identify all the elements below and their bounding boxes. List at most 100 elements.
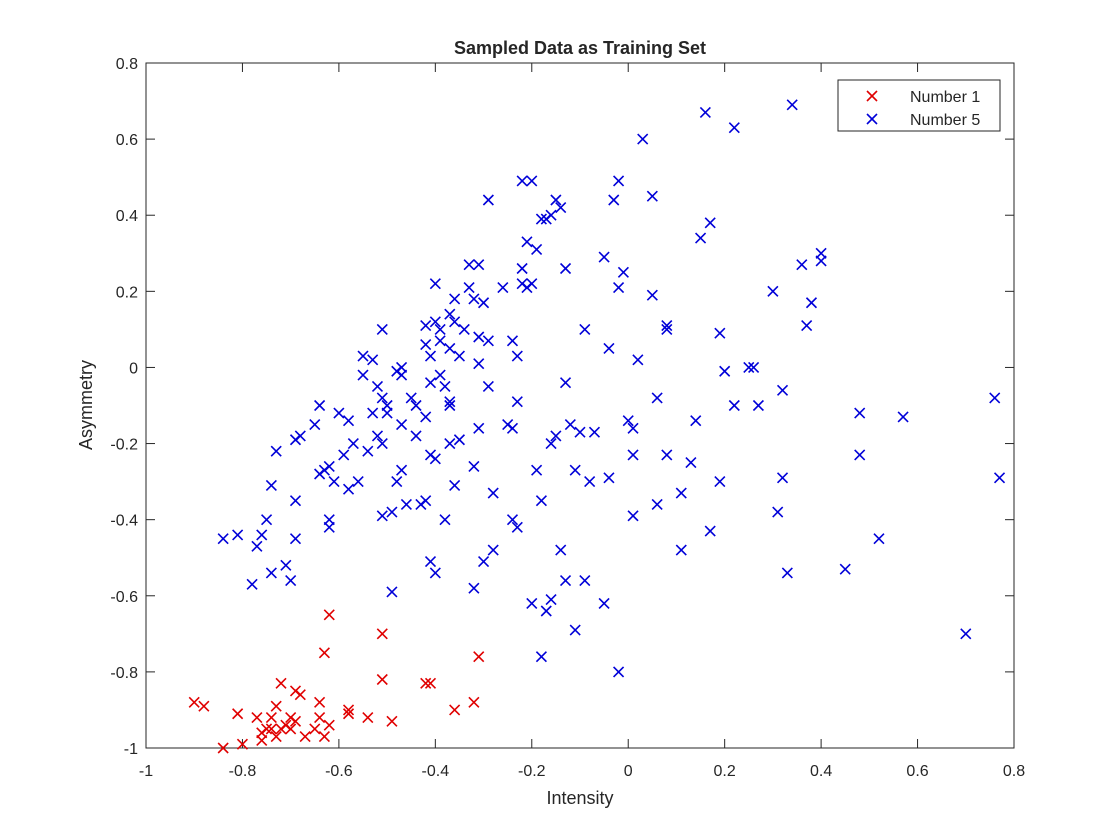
data-point: [246, 578, 258, 590]
data-point: [497, 281, 509, 294]
data-point: [468, 293, 480, 305]
data-point: [429, 567, 441, 579]
data-point: [371, 380, 384, 393]
data-point: [463, 259, 475, 271]
data-point: [318, 731, 330, 743]
data-point: [424, 377, 437, 389]
data-point: [584, 476, 596, 488]
data-point: [535, 213, 547, 225]
data-point: [391, 476, 403, 488]
data-point: [217, 533, 229, 545]
data-point: [458, 323, 470, 335]
data-point: [637, 133, 649, 145]
data-point: [506, 422, 519, 434]
data-point: [299, 731, 311, 743]
data-point: [506, 335, 519, 347]
data-point: [473, 358, 485, 370]
data-point: [314, 399, 326, 412]
data-point: [434, 369, 446, 381]
data-point: [232, 529, 244, 541]
data-point: [342, 704, 355, 716]
data-point: [410, 399, 422, 412]
data-point: [801, 320, 813, 332]
data-point: [482, 380, 494, 393]
data-point: [772, 506, 784, 518]
data-point: [444, 342, 456, 354]
data-point: [347, 437, 359, 450]
data-point: [449, 316, 461, 328]
data-point: [854, 449, 866, 461]
data-point: [482, 194, 494, 206]
data-point: [699, 106, 711, 119]
data-point: [651, 392, 663, 404]
data-point: [627, 449, 639, 461]
legend-label: Number 5: [910, 112, 980, 129]
data-points: [188, 99, 1006, 754]
data-point: [444, 437, 456, 450]
data-point: [559, 262, 572, 275]
data-point: [333, 407, 345, 419]
data-point: [559, 574, 572, 587]
data-point: [439, 380, 451, 393]
data-point: [661, 323, 673, 335]
data-point: [477, 555, 490, 568]
data-point: [714, 476, 726, 488]
y-tick-label: -0.4: [110, 513, 138, 530]
data-point: [516, 175, 528, 187]
data-point: [275, 677, 287, 689]
data-point: [588, 426, 601, 438]
data-point: [743, 361, 755, 374]
data-point: [434, 335, 446, 347]
data-point: [516, 262, 528, 275]
data-point: [396, 418, 408, 431]
legend-marker: [866, 90, 878, 102]
data-point: [690, 415, 702, 427]
data-point: [362, 445, 374, 457]
y-tick-label: -1: [124, 741, 138, 758]
data-point: [728, 399, 740, 412]
data-point: [396, 464, 408, 476]
x-tick-label: -0.2: [518, 763, 546, 780]
data-point: [424, 555, 437, 568]
data-point: [256, 734, 268, 746]
data-point: [285, 574, 297, 587]
data-point: [767, 285, 779, 297]
data-point: [289, 495, 302, 507]
data-point: [444, 308, 456, 320]
data-point: [521, 236, 533, 248]
data-point: [386, 715, 398, 727]
data-point: [526, 175, 538, 187]
data-point: [376, 628, 388, 640]
data-point: [776, 384, 789, 396]
data-point: [420, 339, 432, 351]
data-point: [289, 533, 302, 545]
data-point: [854, 407, 866, 419]
data-point: [473, 331, 485, 343]
data-point: [420, 411, 432, 423]
plot-area: [145, 62, 1015, 749]
data-point: [714, 327, 726, 339]
data-point: [796, 259, 808, 271]
data-point: [960, 628, 972, 640]
data-point: [376, 392, 388, 404]
data-point: [367, 407, 379, 419]
data-point: [535, 651, 547, 663]
data-point: [627, 510, 639, 522]
data-point: [661, 449, 673, 461]
data-point: [342, 483, 355, 495]
data-point: [704, 217, 716, 229]
data-point: [511, 396, 523, 408]
data-point: [217, 742, 229, 754]
data-point: [323, 719, 335, 731]
data-point: [386, 586, 398, 598]
data-point: [993, 472, 1006, 484]
data-point: [550, 430, 562, 442]
data-point: [694, 232, 707, 244]
x-tick-label: -0.6: [325, 763, 353, 780]
data-point: [579, 323, 591, 335]
data-point: [444, 399, 456, 412]
data-point: [285, 723, 297, 735]
data-point: [704, 525, 716, 537]
data-point: [420, 495, 432, 507]
data-point: [420, 320, 432, 332]
